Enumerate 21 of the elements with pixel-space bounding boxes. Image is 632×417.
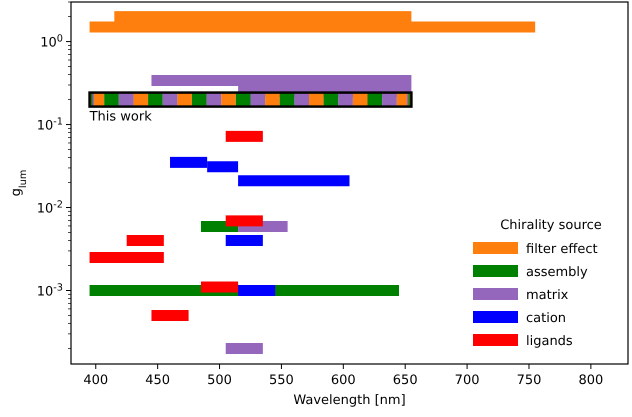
legend-title: Chirality source (500, 218, 602, 233)
x-tick-label: 650 (392, 373, 418, 388)
x-tick-label: 700 (454, 373, 480, 388)
legend-label: cation (526, 311, 566, 326)
y-tick-label: 10$^{-3}$ (36, 282, 63, 300)
x-tick-label: 750 (516, 373, 542, 388)
x-axis-title: Wavelength [nm] (293, 393, 406, 408)
x-tick-label: 600 (330, 373, 356, 388)
x-tick-label: 800 (578, 373, 604, 388)
x-tick-label: 550 (269, 373, 294, 388)
y-tick-label: 10$^{-2}$ (36, 199, 63, 217)
legend-label: matrix (526, 288, 569, 303)
y-tick-label: 10$^{-1}$ (36, 116, 63, 134)
y-tick-label: 10$^{0}$ (40, 33, 63, 51)
x-tick-label: 400 (83, 373, 108, 388)
legend-label: ligands (526, 334, 573, 349)
x-tick-label: 500 (207, 373, 232, 388)
annotation: This work (88, 110, 152, 125)
x-tick-label: 450 (145, 373, 170, 388)
legend-label: filter effect (526, 242, 598, 257)
legend-label: assembly (526, 265, 588, 280)
